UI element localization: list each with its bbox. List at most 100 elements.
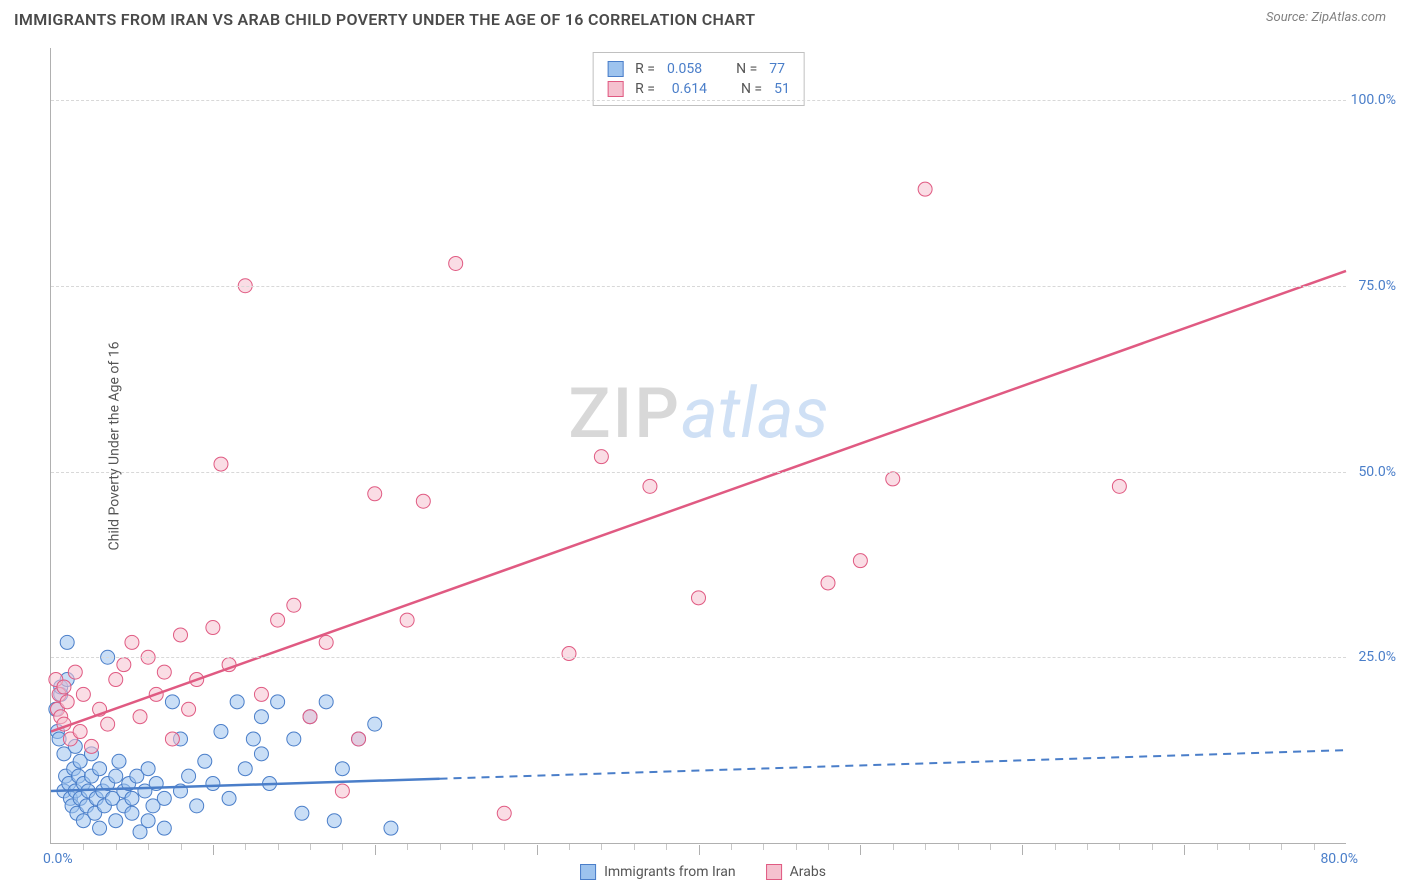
iran-point bbox=[93, 762, 107, 776]
stats-legend-row-arabs: R = 0.614 N = 51 bbox=[607, 79, 790, 99]
x-minor-tick bbox=[990, 844, 991, 850]
arabs-point bbox=[254, 687, 268, 701]
iran-r-value: 0.058 bbox=[667, 61, 702, 77]
legend-item-arabs: Arabs bbox=[766, 864, 826, 880]
r-label: R = bbox=[635, 61, 655, 77]
iran-point bbox=[287, 732, 301, 746]
x-minor-tick bbox=[925, 844, 926, 850]
iran-point bbox=[125, 791, 139, 805]
grid-line bbox=[51, 657, 1346, 658]
iran-point bbox=[384, 821, 398, 835]
x-minor-tick bbox=[440, 844, 441, 850]
chart-container: ZIPatlas R = 0.058 N = 77 R = 0.614 N = … bbox=[50, 48, 1346, 844]
iran-point bbox=[335, 762, 349, 776]
x-minor-tick bbox=[893, 844, 894, 850]
arabs-point bbox=[287, 598, 301, 612]
arabs-swatch bbox=[766, 864, 782, 880]
x-minor-tick bbox=[504, 844, 505, 850]
arabs-point bbox=[133, 710, 147, 724]
iran-point bbox=[222, 791, 236, 805]
arabs-point bbox=[68, 665, 82, 679]
x-major-tick bbox=[699, 845, 700, 855]
n-label: N = bbox=[741, 81, 762, 97]
arabs-r-value: 0.614 bbox=[667, 81, 707, 97]
arabs-point bbox=[886, 472, 900, 486]
arabs-point bbox=[562, 647, 576, 661]
x-minor-tick bbox=[1055, 844, 1056, 850]
x-major-tick bbox=[1022, 845, 1023, 855]
arabs-point bbox=[497, 806, 511, 820]
iran-point bbox=[125, 806, 139, 820]
x-minor-tick bbox=[1217, 844, 1218, 850]
arabs-point bbox=[692, 591, 706, 605]
arabs-point bbox=[352, 732, 366, 746]
x-axis-origin: 0.0% bbox=[43, 851, 73, 867]
arabs-trend-line bbox=[51, 271, 1346, 732]
iran-point bbox=[238, 762, 252, 776]
arabs-point bbox=[214, 457, 228, 471]
x-major-tick bbox=[537, 845, 538, 855]
y-tick-label: 25.0% bbox=[1348, 649, 1396, 665]
x-major-tick bbox=[213, 845, 214, 855]
legend-item-iran: Immigrants from Iran bbox=[580, 864, 736, 880]
y-tick-label: 75.0% bbox=[1348, 278, 1396, 294]
arabs-point bbox=[109, 673, 123, 687]
x-minor-tick bbox=[958, 844, 959, 850]
n-label: N = bbox=[736, 61, 757, 77]
arabs-point bbox=[821, 576, 835, 590]
arabs-point bbox=[368, 487, 382, 501]
arabs-point bbox=[416, 494, 430, 508]
iran-point bbox=[60, 635, 74, 649]
y-tick-label: 50.0% bbox=[1348, 464, 1396, 480]
x-minor-tick bbox=[407, 844, 408, 850]
x-minor-tick bbox=[828, 844, 829, 850]
x-minor-tick bbox=[1119, 844, 1120, 850]
x-minor-tick bbox=[569, 844, 570, 850]
arabs-point bbox=[125, 635, 139, 649]
iran-point bbox=[182, 769, 196, 783]
x-minor-tick bbox=[83, 844, 84, 850]
iran-point bbox=[109, 769, 123, 783]
iran-point bbox=[246, 732, 260, 746]
iran-point bbox=[141, 762, 155, 776]
arabs-point bbox=[76, 687, 90, 701]
arabs-point bbox=[319, 635, 333, 649]
arabs-point bbox=[1112, 479, 1126, 493]
iran-point bbox=[295, 806, 309, 820]
arabs-point bbox=[73, 725, 87, 739]
x-minor-tick bbox=[1087, 844, 1088, 850]
stats-legend-row-iran: R = 0.058 N = 77 bbox=[607, 59, 790, 79]
grid-line bbox=[51, 472, 1346, 473]
iran-point bbox=[368, 717, 382, 731]
arabs-point bbox=[165, 732, 179, 746]
y-tick-label: 100.0% bbox=[1348, 92, 1396, 108]
plot-area: ZIPatlas R = 0.058 N = 77 R = 0.614 N = … bbox=[50, 48, 1346, 844]
arabs-point bbox=[853, 554, 867, 568]
x-minor-tick bbox=[1249, 844, 1250, 850]
x-minor-tick bbox=[116, 844, 117, 850]
x-minor-tick bbox=[666, 844, 667, 850]
iran-point bbox=[109, 814, 123, 828]
iran-swatch bbox=[607, 61, 623, 77]
iran-n-value: 77 bbox=[769, 61, 785, 77]
arabs-n-value: 51 bbox=[774, 81, 790, 97]
arabs-point bbox=[157, 665, 171, 679]
x-major-tick bbox=[1184, 845, 1185, 855]
scatter-plot-svg bbox=[51, 48, 1346, 843]
x-minor-tick bbox=[763, 844, 764, 850]
arabs-point bbox=[271, 613, 285, 627]
x-major-tick bbox=[860, 845, 861, 855]
iran-point bbox=[198, 754, 212, 768]
x-minor-tick bbox=[601, 844, 602, 850]
source-attribution: Source: ZipAtlas.com bbox=[1266, 10, 1386, 25]
x-minor-tick bbox=[148, 844, 149, 850]
iran-point bbox=[190, 799, 204, 813]
arabs-swatch bbox=[607, 81, 623, 97]
source-name: ZipAtlas.com bbox=[1311, 10, 1386, 25]
x-minor-tick bbox=[472, 844, 473, 850]
arabs-point bbox=[594, 450, 608, 464]
iran-point bbox=[230, 695, 244, 709]
iran-point bbox=[141, 814, 155, 828]
x-axis-end: 80.0% bbox=[1320, 851, 1358, 867]
x-minor-tick bbox=[310, 844, 311, 850]
